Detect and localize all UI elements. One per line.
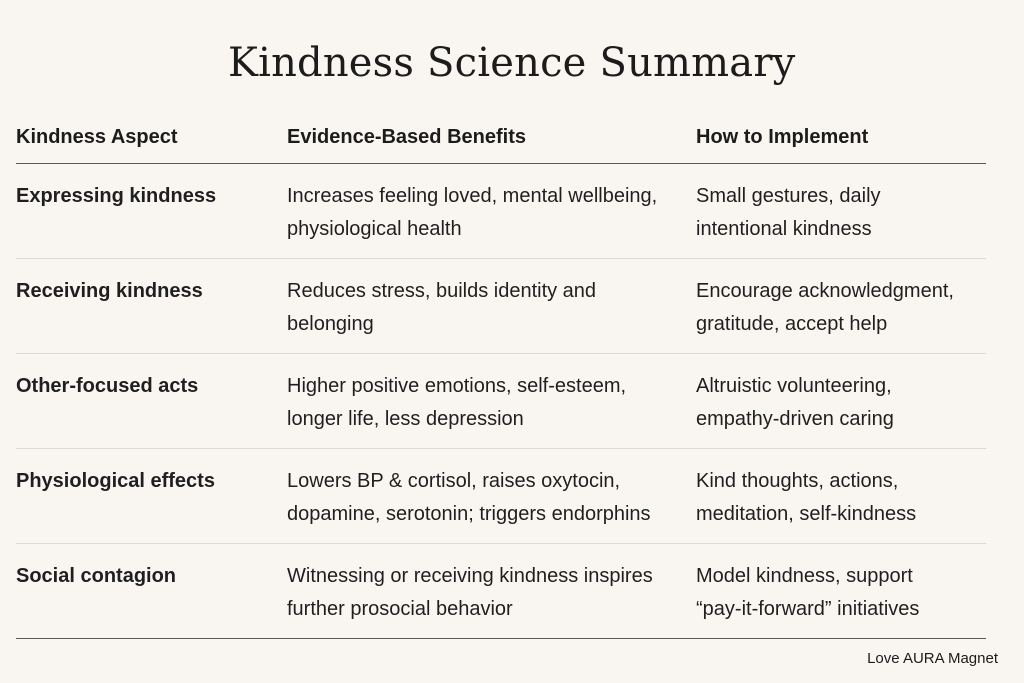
implement-line: Kind thoughts, actions, — [696, 470, 899, 492]
benefits-cell: Reduces stress, builds identity and belo… — [287, 275, 596, 341]
benefits-line: further prosocial behavior — [287, 598, 513, 620]
benefits-line: Lowers BP & cortisol, raises oxytocin, — [287, 470, 621, 492]
benefits-line: physiological health — [287, 218, 462, 240]
implement-line: Model kindness, support — [696, 565, 913, 587]
aspect-cell: Receiving kindness — [16, 280, 203, 302]
header-evidence-based-benefits: Evidence-Based Benefits — [287, 126, 526, 148]
benefits-line: belonging — [287, 313, 374, 335]
implement-cell: Encourage acknowledgment, gratitude, acc… — [696, 275, 954, 341]
benefits-line: Increases feeling loved, mental wellbein… — [287, 185, 658, 207]
aspect-cell: Physiological effects — [16, 470, 215, 492]
benefits-cell: Higher positive emotions, self-esteem, l… — [287, 370, 626, 436]
summary-table: Kindness Aspect Evidence-Based Benefits … — [16, 114, 986, 639]
implement-line: “pay-it-forward” initiatives — [696, 598, 920, 620]
table-row: Receiving kindness Reduces stress, build… — [16, 259, 986, 354]
header-how-to-implement: How to Implement — [696, 126, 869, 148]
implement-line: Encourage acknowledgment, — [696, 280, 954, 302]
aspect-cell: Social contagion — [16, 565, 177, 587]
benefits-line: longer life, less depression — [287, 408, 524, 430]
implement-line: Altruistic volunteering, — [696, 375, 892, 397]
benefits-cell: Witnessing or receiving kindness inspire… — [287, 560, 653, 626]
table-row: Physiological effects Lowers BP & cortis… — [16, 449, 986, 544]
implement-cell: Small gestures, daily intentional kindne… — [696, 180, 881, 246]
benefits-cell: Increases feeling loved, mental wellbein… — [287, 180, 657, 246]
header-kindness-aspect: Kindness Aspect — [16, 126, 178, 148]
benefits-line: Reduces stress, builds identity and — [287, 280, 597, 302]
implement-line: meditation, self-kindness — [696, 503, 917, 525]
implement-line: intentional kindness — [696, 218, 872, 240]
brand-footer: Love AURA Magnet — [867, 650, 998, 667]
implement-cell: Altruistic volunteering, empathy-driven … — [696, 370, 894, 436]
benefits-line: Higher positive emotions, self-esteem, — [287, 375, 627, 397]
page-title: Kindness Science Summary — [228, 40, 796, 86]
table-header-row: Kindness Aspect Evidence-Based Benefits … — [16, 114, 986, 164]
table-row: Other-focused acts Higher positive emoti… — [16, 354, 986, 449]
implement-line: empathy-driven caring — [696, 408, 894, 430]
table-row: Expressing kindness Increases feeling lo… — [16, 164, 986, 259]
implement-cell: Model kindness, support “pay-it-forward”… — [696, 560, 919, 626]
aspect-cell: Expressing kindness — [16, 185, 217, 207]
implement-cell: Kind thoughts, actions, meditation, self… — [696, 465, 916, 531]
implement-line: gratitude, accept help — [696, 313, 888, 335]
implement-line: Small gestures, daily — [696, 185, 881, 207]
benefits-cell: Lowers BP & cortisol, raises oxytocin, d… — [287, 465, 651, 531]
benefits-line: Witnessing or receiving kindness inspire… — [287, 565, 653, 587]
benefits-line: dopamine, serotonin; triggers endorphins — [287, 503, 651, 525]
table-row: Social contagion Witnessing or receiving… — [16, 544, 986, 639]
aspect-cell: Other-focused acts — [16, 375, 199, 397]
